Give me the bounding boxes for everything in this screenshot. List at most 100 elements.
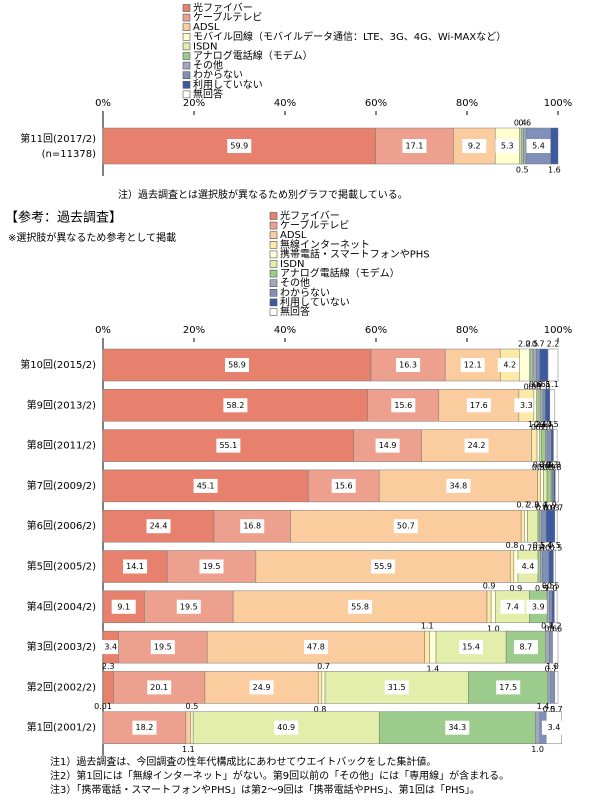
- data-label: 1.1: [182, 745, 195, 754]
- bar-segment: [549, 630, 553, 664]
- bar-segment: [527, 509, 539, 543]
- data-label: 15.6: [394, 401, 412, 410]
- bar-segment: [549, 590, 553, 624]
- footnote: 注3）「携帯電話・スマートフォンやPHS」は第2～9回は「携帯電話やPHS」、第…: [50, 783, 480, 796]
- label-bg: [459, 640, 484, 655]
- legend-swatch: [182, 32, 191, 41]
- data-label: 2.2: [547, 340, 560, 349]
- data-label: 0.3: [545, 460, 558, 469]
- data-label: 0.4: [534, 501, 547, 510]
- legend-swatch: [269, 221, 278, 230]
- data-label: 24.2: [468, 441, 486, 450]
- label-bg: [193, 478, 218, 493]
- data-label: 0.8: [506, 541, 519, 550]
- legend-swatch: [269, 241, 278, 249]
- bar-segment: [555, 469, 559, 503]
- bar-segment: [540, 429, 546, 462]
- label-bg: [515, 559, 540, 574]
- data-label: 0.8: [528, 383, 541, 392]
- legend-label: 携帯電話・スマートフォンやPHS: [280, 247, 430, 260]
- data-label: 5.4: [532, 142, 545, 151]
- data-label: 17.5: [499, 683, 517, 692]
- bar-segment: [546, 590, 550, 624]
- legend-label: わからない: [280, 287, 330, 299]
- data-label: 4.2: [503, 361, 516, 370]
- x-tick-label: 80%: [456, 325, 478, 336]
- data-label: 24.9: [253, 683, 271, 692]
- data-label: 59.9: [230, 142, 248, 151]
- bar-segment: [321, 671, 326, 704]
- bar-segment: [537, 469, 541, 503]
- bar-segment: [185, 711, 192, 744]
- data-label: 0.9: [483, 581, 496, 590]
- label-bg: [274, 720, 299, 735]
- data-label: 55.9: [374, 562, 392, 571]
- data-label: 0.5: [546, 420, 559, 429]
- data-label: 17.1: [406, 142, 424, 151]
- bar-segment: [531, 429, 538, 462]
- bar-segment: [530, 348, 534, 382]
- data-label: 8.7: [520, 643, 533, 652]
- data-label: 1.0: [487, 624, 500, 633]
- bar-segment: [192, 711, 380, 744]
- bar-segment: [543, 469, 548, 503]
- label-bg: [541, 720, 566, 735]
- data-label: 50.7: [397, 522, 415, 531]
- legend-label: 無線インターネット: [280, 238, 370, 251]
- label-bg: [371, 559, 396, 574]
- bar-segment: [536, 429, 540, 462]
- label-bg: [240, 519, 265, 534]
- data-label: 0.5: [533, 541, 546, 550]
- bar-segment: [537, 389, 541, 422]
- data-label: 0.8: [314, 705, 327, 714]
- bar-segment: [537, 509, 541, 543]
- data-label: 14.1: [126, 562, 144, 571]
- label-bg: [303, 640, 328, 655]
- x-tick-label: 40%: [274, 98, 296, 109]
- note: 注）過去調査とは選択肢が異なるため別グラフで掲載している。: [118, 188, 408, 201]
- legend-swatch: [269, 231, 278, 239]
- data-label: 0.3: [548, 460, 561, 469]
- bar-segment: [540, 550, 543, 583]
- label-bg: [464, 438, 489, 453]
- legend-label: ケーブルテレビ: [280, 219, 349, 232]
- legend-swatch: [269, 260, 278, 268]
- legend-swatch: [182, 42, 191, 51]
- label-bg: [150, 640, 175, 655]
- data-label: 31.5: [388, 683, 406, 692]
- data-label: 9.2: [468, 142, 481, 151]
- label-bg: [445, 720, 470, 735]
- bar-segment: [554, 671, 559, 704]
- bar-segment: [552, 630, 559, 664]
- data-label: 0.5: [543, 705, 556, 714]
- data-label: 9.1: [117, 602, 130, 611]
- legend-swatch: [269, 212, 278, 220]
- label-bg: [249, 680, 274, 695]
- footnote: 注1）過去調査は、今回調査の性年代構成比にあわせてウエイトバックをした集計値。: [50, 755, 436, 768]
- legend-swatch: [182, 52, 191, 60]
- legend-swatch: [182, 81, 191, 89]
- data-label: 19.5: [203, 562, 221, 571]
- bar-segment: [524, 509, 528, 543]
- data-label: 16.3: [399, 361, 417, 370]
- label-bg: [526, 599, 551, 614]
- x-tick-label: 100%: [544, 325, 573, 336]
- bar-segment: [429, 630, 437, 664]
- label-bg: [514, 398, 539, 413]
- data-label: 1.2: [549, 622, 562, 631]
- legend-swatch: [269, 279, 278, 288]
- bar-segment: [539, 348, 549, 382]
- data-label: 15.6: [335, 481, 353, 490]
- legend-label: モバイル回線（モバイルデータ通信：LTE、3G、4G、Wi-MAXなど）: [193, 30, 506, 43]
- legend-swatch: [269, 269, 278, 278]
- bar-segment: [545, 389, 551, 422]
- data-label: 0.9: [543, 503, 556, 512]
- bar-segment: [102, 671, 114, 704]
- bar-segment: [424, 630, 430, 664]
- bar-segment: [553, 550, 556, 583]
- label-bg: [224, 358, 249, 372]
- data-label: 0.8: [541, 622, 554, 631]
- bar-segment: [542, 550, 550, 583]
- label-bg: [460, 358, 485, 372]
